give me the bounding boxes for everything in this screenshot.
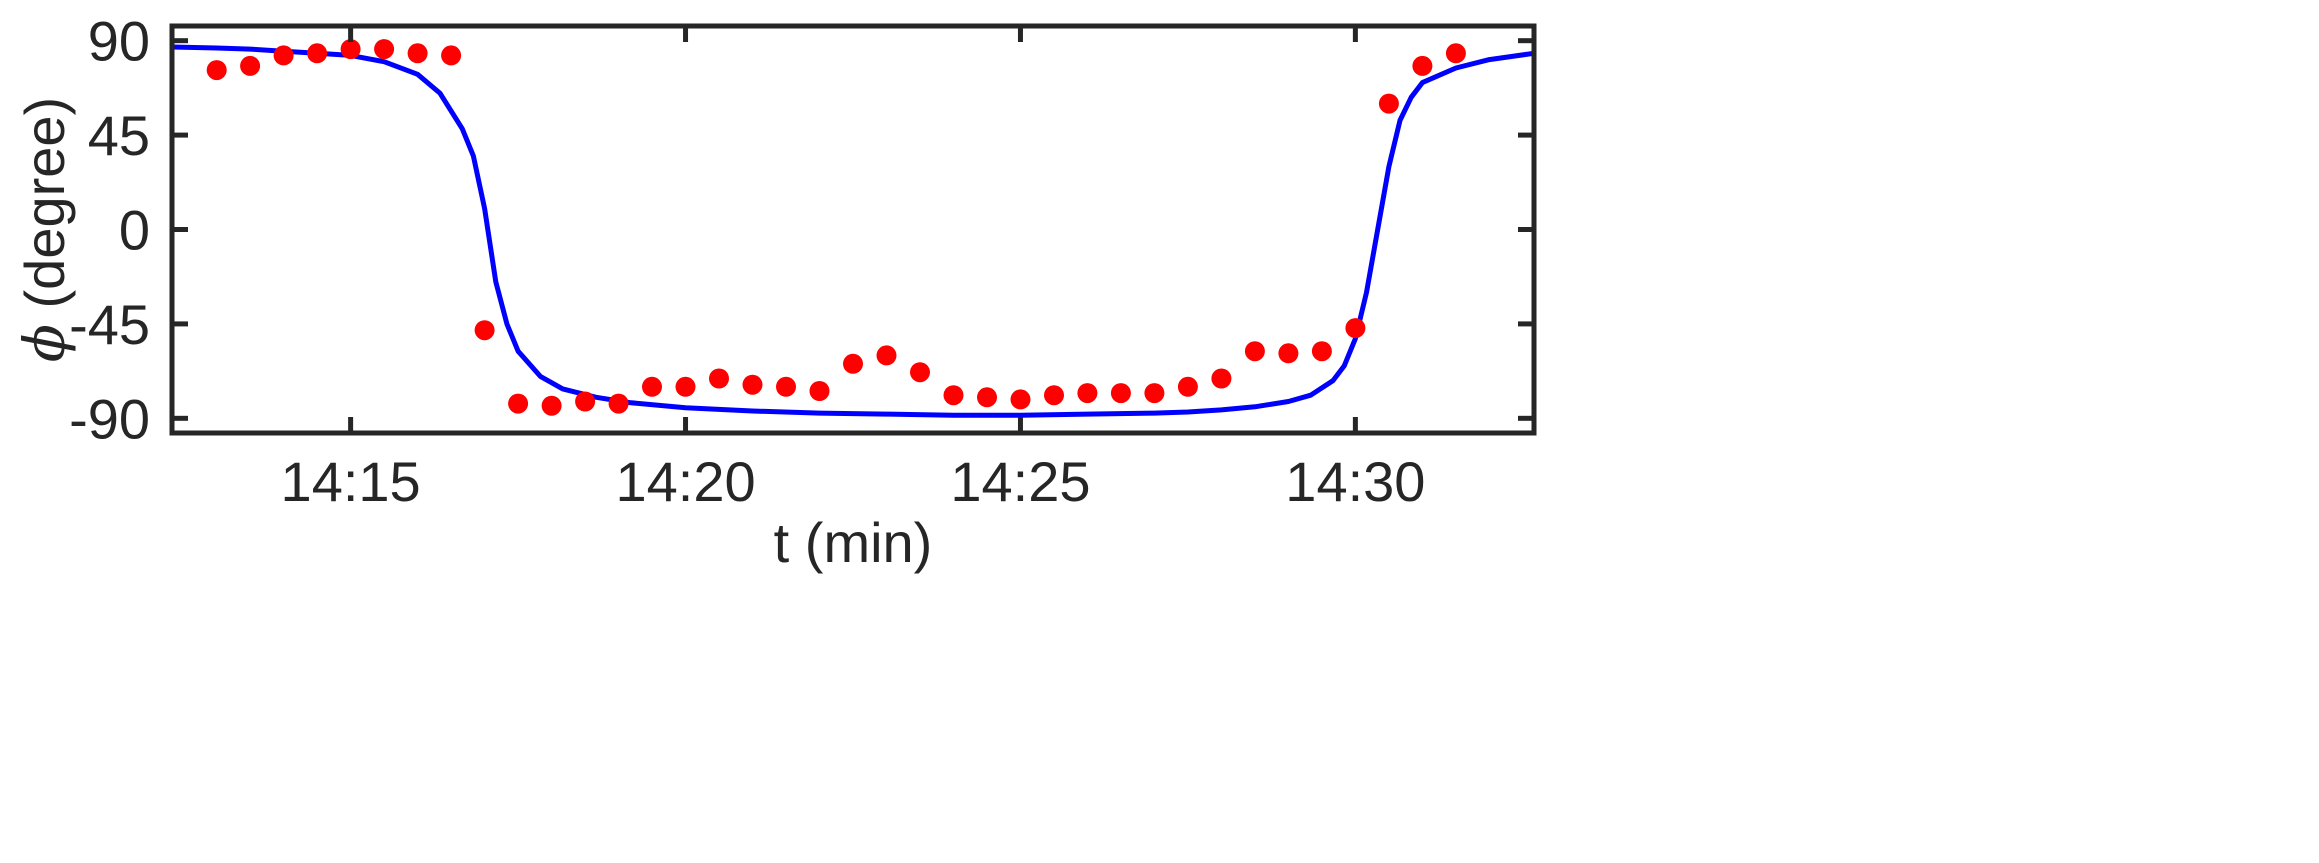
x-tick-label: 14:20	[615, 450, 755, 513]
data-point	[541, 395, 562, 416]
ticks-layer: 14:15 14:20 14:25 14:30 90 45 0 -45 -90	[69, 10, 1534, 513]
x-tick-label: 14:15	[281, 450, 421, 513]
data-point	[1345, 318, 1366, 339]
data-point	[709, 368, 729, 389]
data-point	[1278, 343, 1299, 364]
data-point	[575, 391, 596, 412]
data-point	[1311, 341, 1332, 362]
data-point	[1244, 341, 1265, 362]
y-tick-label: 45	[88, 104, 150, 167]
data-point	[1077, 383, 1098, 404]
data-point	[809, 381, 830, 401]
y-axis-unit: (degree)	[13, 97, 76, 324]
y-axis-symbol: ϕ	[13, 324, 78, 362]
y-tick-label: -45	[69, 293, 150, 356]
y-tick-label: 0	[119, 199, 150, 262]
data-point	[441, 45, 462, 66]
data-point	[508, 393, 529, 414]
data-point	[1412, 55, 1433, 76]
data-point	[407, 43, 428, 64]
data-point	[776, 376, 796, 397]
data-point	[1211, 368, 1232, 389]
data-point	[1110, 383, 1131, 404]
data-point	[1010, 389, 1031, 410]
y-axis-label: ϕ (degree)	[13, 97, 78, 362]
data-point	[977, 387, 997, 408]
data-point	[474, 320, 495, 341]
x-tick-label: 14:30	[1285, 450, 1425, 513]
series-layer	[169, 39, 1537, 418]
data-point	[273, 45, 294, 66]
data-point	[307, 43, 328, 64]
data-point	[1378, 93, 1399, 114]
data-point	[1177, 376, 1198, 397]
y-tick-label: -90	[69, 387, 150, 450]
data-point	[1144, 383, 1165, 404]
data-point	[675, 376, 696, 397]
data-point	[608, 393, 629, 414]
fit-curve-line	[169, 44, 1537, 418]
data-point	[943, 385, 964, 406]
data-point	[240, 55, 261, 76]
data-point	[206, 60, 227, 81]
data-point	[1445, 43, 1466, 64]
data-point	[742, 374, 763, 395]
y-tick-label: 90	[88, 10, 150, 73]
plot-frame	[169, 23, 1537, 436]
data-point	[374, 39, 395, 60]
data-point	[1044, 385, 1064, 406]
x-tick-label: 14:25	[950, 450, 1090, 513]
data-point	[876, 345, 897, 366]
data-point	[642, 376, 662, 397]
data-point	[843, 353, 863, 374]
data-point	[910, 362, 930, 383]
data-point	[340, 39, 361, 60]
x-axis-label: t (min)	[774, 511, 933, 574]
